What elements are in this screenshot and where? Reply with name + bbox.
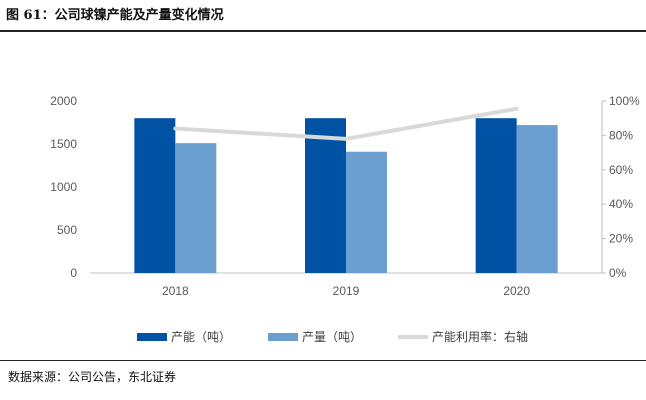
legend: 产能（吨） 产量（吨） 产能利用率：右轴 bbox=[137, 329, 528, 344]
line-point bbox=[173, 126, 178, 131]
legend-swatch bbox=[268, 333, 298, 341]
bar bbox=[305, 118, 346, 273]
x-axis-ticks: 2018 2019 2020 bbox=[162, 284, 530, 298]
y-right-tick-label: 0% bbox=[609, 266, 627, 280]
figure-title: 图 61：公司球镍产能及产量变化情况 bbox=[6, 8, 224, 23]
line-point bbox=[514, 106, 519, 111]
y-right-tick-label: 60% bbox=[609, 163, 633, 177]
y-left-tick-label: 500 bbox=[57, 223, 77, 237]
legend-label: 产能（吨） bbox=[171, 330, 231, 344]
title-rule bbox=[0, 30, 646, 32]
y-right-tick-label: 80% bbox=[609, 128, 633, 142]
bar-marks bbox=[134, 118, 558, 273]
y-left-tick-label: 2000 bbox=[50, 94, 77, 108]
x-tick-label: 2020 bbox=[503, 284, 530, 298]
bar bbox=[175, 143, 217, 273]
source-note: 数据来源：公司公告，东北证券 bbox=[8, 370, 177, 384]
y-right-tick-label: 40% bbox=[609, 197, 633, 211]
line-marks bbox=[173, 106, 519, 141]
bar bbox=[134, 118, 176, 273]
x-tick-label: 2018 bbox=[162, 284, 189, 298]
y-left-tick-label: 1500 bbox=[50, 137, 77, 151]
x-tick-label: 2019 bbox=[333, 284, 360, 298]
y-left-axis-ticks: 0 500 1000 1500 2000 bbox=[50, 94, 77, 280]
y-left-tick-label: 1000 bbox=[50, 180, 77, 194]
source-rule bbox=[0, 360, 646, 361]
legend-label: 产能利用率：右轴 bbox=[432, 329, 528, 344]
y-right-tick-label: 20% bbox=[609, 232, 633, 246]
y-right-axis-ticks: 0% 20% 40% 60% 80% 100% bbox=[602, 94, 640, 280]
bar bbox=[516, 125, 558, 273]
legend-swatch bbox=[137, 333, 167, 341]
line-point bbox=[344, 136, 348, 141]
legend-label: 产量（吨） bbox=[302, 330, 362, 344]
y-right-tick-label: 100% bbox=[609, 94, 640, 108]
bar bbox=[475, 118, 517, 273]
y-left-tick-label: 0 bbox=[70, 266, 77, 280]
chart-canvas: 0 500 1000 1500 2000 0% 20% 40% 60% 80% 100% 2018… bbox=[50, 94, 640, 344]
bar bbox=[346, 151, 387, 273]
